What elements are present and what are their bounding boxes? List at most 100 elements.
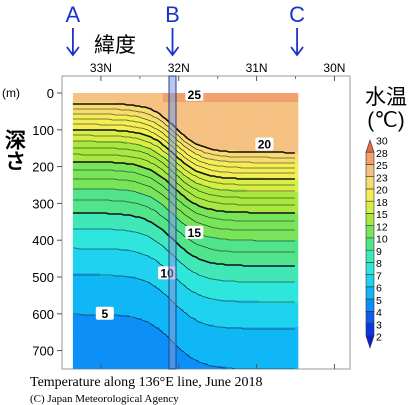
field-cell	[84, 255, 89, 259]
field-cell	[105, 243, 110, 247]
field-cell	[207, 249, 212, 253]
field-cell	[90, 267, 95, 271]
field-cell	[147, 219, 152, 223]
field-cell	[228, 93, 233, 97]
field-cell	[156, 222, 161, 226]
field-cell	[201, 192, 206, 196]
field-cell	[132, 144, 137, 148]
field-cell	[84, 330, 89, 334]
field-cell	[234, 168, 239, 172]
field-cell	[195, 132, 200, 136]
field-cell	[225, 333, 230, 337]
field-cell	[216, 183, 221, 187]
field-cell	[204, 222, 209, 226]
field-cell	[96, 279, 101, 283]
field-cell	[210, 351, 215, 355]
field-cell	[75, 228, 80, 232]
field-cell	[90, 99, 95, 103]
field-cell	[111, 204, 116, 208]
field-cell	[219, 252, 224, 256]
field-cell	[87, 312, 92, 316]
field-cell	[147, 315, 152, 319]
field-cell	[198, 150, 203, 154]
field-cell	[96, 351, 101, 355]
field-cell	[120, 207, 125, 211]
field-cell	[138, 168, 143, 172]
field-cell	[213, 258, 218, 262]
field-cell	[105, 339, 110, 343]
field-cell	[210, 129, 215, 133]
field-cell	[228, 108, 233, 112]
field-cell	[99, 363, 104, 367]
field-cell	[216, 330, 221, 334]
field-cell	[99, 228, 104, 232]
field-cell	[198, 348, 203, 352]
field-cell	[201, 297, 206, 301]
field-cell	[177, 282, 182, 286]
field-cell	[96, 231, 101, 235]
field-cell	[138, 237, 143, 241]
field-cell	[78, 270, 83, 274]
field-cell	[102, 351, 107, 355]
field-cell	[231, 207, 236, 211]
field-cell	[102, 222, 107, 226]
field-cell	[72, 135, 77, 139]
field-cell	[183, 273, 188, 277]
field-cell	[102, 228, 107, 232]
field-cell	[195, 189, 200, 193]
field-cell	[150, 240, 155, 244]
field-cell	[126, 357, 131, 361]
field-cell	[105, 252, 110, 256]
field-cell	[195, 156, 200, 160]
field-cell	[204, 138, 209, 142]
field-cell	[231, 222, 236, 226]
field-cell	[177, 231, 182, 235]
field-cell	[111, 141, 116, 145]
field-cell	[177, 255, 182, 259]
field-cell	[231, 306, 236, 310]
field-cell	[135, 249, 140, 253]
field-cell	[78, 300, 83, 304]
field-cell	[102, 180, 107, 184]
field-cell	[138, 294, 143, 298]
field-cell	[177, 201, 182, 205]
field-cell	[207, 150, 212, 154]
field-cell	[105, 225, 110, 229]
field-cell	[198, 186, 203, 190]
field-cell	[219, 216, 224, 220]
field-cell	[201, 294, 206, 298]
field-cell	[132, 288, 137, 292]
field-cell	[198, 327, 203, 331]
field-cell	[165, 114, 170, 118]
field-cell	[207, 105, 212, 109]
field-cell	[189, 189, 194, 193]
field-cell	[135, 264, 140, 268]
field-cell	[225, 354, 230, 358]
field-cell	[129, 321, 134, 325]
field-cell	[114, 249, 119, 253]
field-cell	[180, 234, 185, 238]
field-cell	[129, 288, 134, 292]
field-cell	[93, 147, 98, 151]
field-cell	[102, 210, 107, 214]
field-cell	[192, 330, 197, 334]
field-cell	[78, 210, 83, 214]
field-cell	[183, 255, 188, 259]
field-cell	[180, 180, 185, 184]
field-cell	[135, 255, 140, 259]
field-cell	[99, 333, 104, 337]
field-cell	[123, 93, 128, 97]
field-cell	[108, 126, 113, 130]
field-cell	[93, 345, 98, 349]
field-cell	[90, 252, 95, 256]
field-cell	[183, 366, 188, 369]
field-cell	[147, 246, 152, 250]
field-cell	[198, 333, 203, 337]
field-cell	[72, 363, 77, 367]
field-cell	[153, 282, 158, 286]
field-cell	[99, 339, 104, 343]
field-cell	[210, 285, 215, 289]
field-cell	[180, 165, 185, 169]
field-cell	[135, 162, 140, 166]
field-cell	[111, 219, 116, 223]
